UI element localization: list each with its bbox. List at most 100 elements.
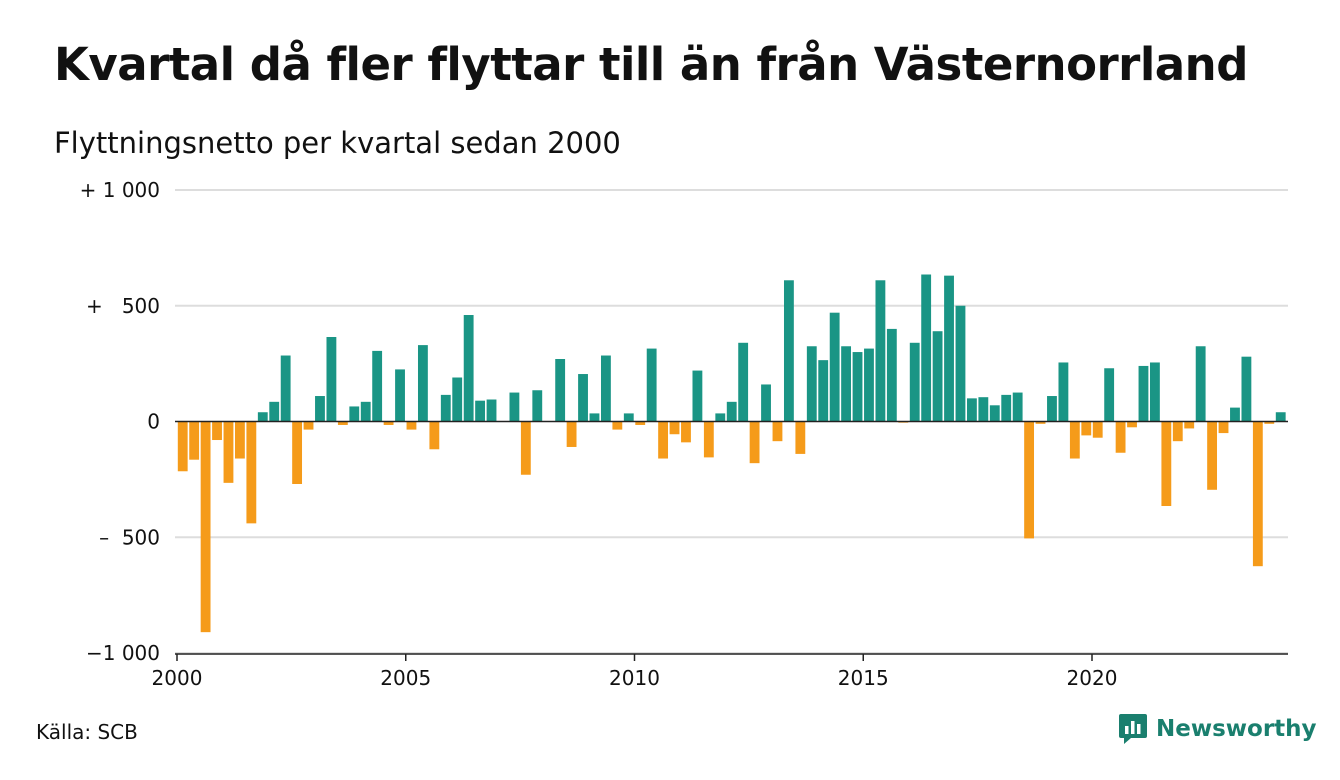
bar xyxy=(681,421,691,443)
bar xyxy=(463,315,474,422)
bar xyxy=(1024,421,1035,539)
bar xyxy=(635,421,646,425)
grid-lines xyxy=(175,189,1288,654)
bar xyxy=(646,348,657,422)
brand-name: Newsworthy xyxy=(1156,716,1317,742)
bar xyxy=(257,412,268,422)
bar xyxy=(875,280,886,422)
bars xyxy=(177,274,1286,633)
bar xyxy=(292,421,303,484)
bar xyxy=(532,390,543,422)
bar xyxy=(978,397,989,422)
x-tick-label: 2015 xyxy=(838,666,889,690)
bar xyxy=(1184,421,1195,429)
bar xyxy=(1149,362,1160,422)
bar xyxy=(818,360,829,422)
bar xyxy=(1058,362,1069,422)
bar xyxy=(864,348,874,422)
bar xyxy=(1172,421,1183,442)
chart-title: Kvartal då fler flyttar till än från Väs… xyxy=(54,38,1248,91)
bar xyxy=(944,275,954,422)
bar xyxy=(555,359,566,422)
y-tick-label: + 1 000 xyxy=(80,178,160,202)
bar xyxy=(921,274,932,422)
bar xyxy=(395,369,405,422)
bar xyxy=(1195,346,1206,422)
bar xyxy=(966,398,977,422)
bar xyxy=(269,401,280,422)
bar xyxy=(749,421,760,464)
bar xyxy=(600,355,611,422)
brand-logo: Newsworthy xyxy=(1118,713,1317,745)
bar xyxy=(566,421,577,447)
bar xyxy=(795,421,806,454)
bar xyxy=(692,370,703,422)
bar xyxy=(1275,412,1286,422)
bar xyxy=(452,377,463,422)
bar xyxy=(520,421,531,475)
bar xyxy=(829,312,840,422)
y-tick-label: + 500 xyxy=(86,294,160,318)
bar xyxy=(223,421,234,483)
bar xyxy=(1138,365,1149,422)
bar xyxy=(475,400,486,422)
bar xyxy=(1218,421,1229,434)
bar xyxy=(349,406,360,422)
bar xyxy=(189,421,200,460)
bar xyxy=(772,421,783,442)
bar xyxy=(955,305,966,422)
x-tick-label: 2000 xyxy=(152,666,203,690)
source-note: Källa: SCB xyxy=(36,720,138,744)
bar xyxy=(612,421,623,430)
bar xyxy=(1035,421,1046,424)
bar xyxy=(383,421,394,425)
x-tick-label: 2005 xyxy=(380,666,431,690)
bar xyxy=(1104,368,1115,422)
bar xyxy=(761,384,771,422)
bar xyxy=(623,413,634,422)
bar xyxy=(1047,396,1057,422)
bar xyxy=(1161,421,1172,506)
bar xyxy=(315,396,325,422)
y-tick-label: – 500 xyxy=(99,525,160,549)
bar xyxy=(589,413,600,422)
bar xyxy=(1252,421,1263,567)
bar xyxy=(303,421,314,430)
bar xyxy=(726,401,737,422)
bar xyxy=(406,421,417,430)
bar xyxy=(417,345,428,422)
bar xyxy=(909,342,920,422)
bar xyxy=(783,280,794,422)
y-tick-label: 0 xyxy=(147,410,160,434)
x-tick-label: 2020 xyxy=(1067,666,1118,690)
bar xyxy=(841,346,852,422)
bar xyxy=(1230,407,1240,422)
bar xyxy=(486,399,497,422)
y-tick-label: −1 000 xyxy=(86,641,160,665)
bar xyxy=(1001,394,1012,422)
bar xyxy=(669,421,680,435)
bar xyxy=(806,346,817,422)
newsworthy-logo-icon xyxy=(1119,714,1147,744)
bar xyxy=(989,405,1000,422)
bar xyxy=(1207,421,1218,490)
bar xyxy=(246,421,257,524)
bar xyxy=(372,350,383,422)
bar xyxy=(703,421,714,458)
bar xyxy=(1092,421,1103,438)
bar xyxy=(1069,421,1080,459)
bar xyxy=(1115,421,1126,453)
bar xyxy=(280,355,291,422)
bar xyxy=(578,374,588,422)
bar xyxy=(440,394,451,422)
bar xyxy=(1081,421,1092,436)
x-tick-label: 2010 xyxy=(609,666,660,690)
bar xyxy=(1241,356,1252,422)
bar xyxy=(658,421,669,459)
bar xyxy=(1127,421,1137,428)
bar xyxy=(738,342,749,422)
bar xyxy=(1012,392,1023,422)
bar xyxy=(715,413,726,422)
